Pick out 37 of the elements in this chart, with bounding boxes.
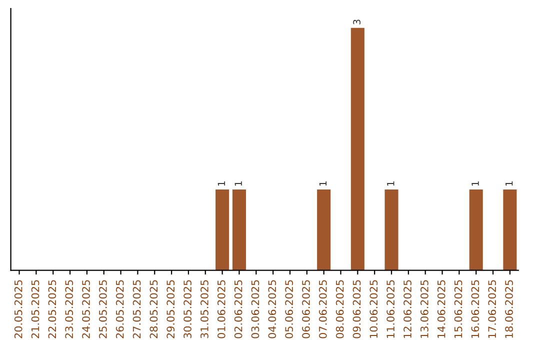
x-tick-label: 16.06.2025 xyxy=(471,280,480,338)
x-tick-label: 18.06.2025 xyxy=(505,280,513,338)
x-tick-label: 08.06.2025 xyxy=(336,280,344,338)
x-tick-label: 17.06.2025 xyxy=(488,280,496,338)
x-tick-label: 11.06.2025 xyxy=(386,280,395,338)
x-tick-label: 24.05.2025 xyxy=(82,280,90,338)
data-label: 1 xyxy=(387,181,394,186)
x-tick-label: 22.05.2025 xyxy=(48,280,56,338)
x-tick-label: 06.06.2025 xyxy=(302,280,310,338)
data-label: 1 xyxy=(319,181,327,186)
x-tick-label: 28.05.2025 xyxy=(150,280,158,338)
x-tick-label: 21.05.2025 xyxy=(31,280,40,338)
x-tick-label: 14.06.2025 xyxy=(437,280,446,338)
x-tick-label: 03.06.2025 xyxy=(251,280,260,338)
x-tick-label: 25.05.2025 xyxy=(99,280,107,338)
x-tick-label: 15.06.2025 xyxy=(454,280,462,338)
x-tick-label: 13.06.2025 xyxy=(420,280,428,338)
x-tick-label: 30.05.2025 xyxy=(184,280,192,338)
x-tick-label: 31.05.2025 xyxy=(200,280,208,338)
data-label: 3 xyxy=(353,20,360,24)
data-label: 1 xyxy=(218,181,225,186)
x-tick-label: 09.06.2025 xyxy=(352,280,361,338)
x-tick-label: 07.06.2025 xyxy=(318,280,327,338)
x-tick-label: 10.06.2025 xyxy=(370,280,378,338)
x-tick-label: 27.05.2025 xyxy=(132,280,141,338)
x-tick-label: 12.06.2025 xyxy=(404,280,412,338)
x-tick-label: 26.05.2025 xyxy=(116,280,124,338)
x-tick-label: 05.06.2025 xyxy=(285,280,293,338)
data-label: 1 xyxy=(234,181,242,186)
x-tick-label: 04.06.2025 xyxy=(268,280,276,338)
x-tick-label: 23.05.2025 xyxy=(65,280,74,338)
x-tick-label: 01.06.2025 xyxy=(217,280,226,338)
x-tick-label: 29.05.2025 xyxy=(166,280,175,338)
x-tick-label: 20.05.2025 xyxy=(14,280,22,338)
data-label: 1 xyxy=(506,181,513,186)
x-tick-label: 02.06.2025 xyxy=(234,280,242,338)
data-label: 1 xyxy=(472,181,479,186)
